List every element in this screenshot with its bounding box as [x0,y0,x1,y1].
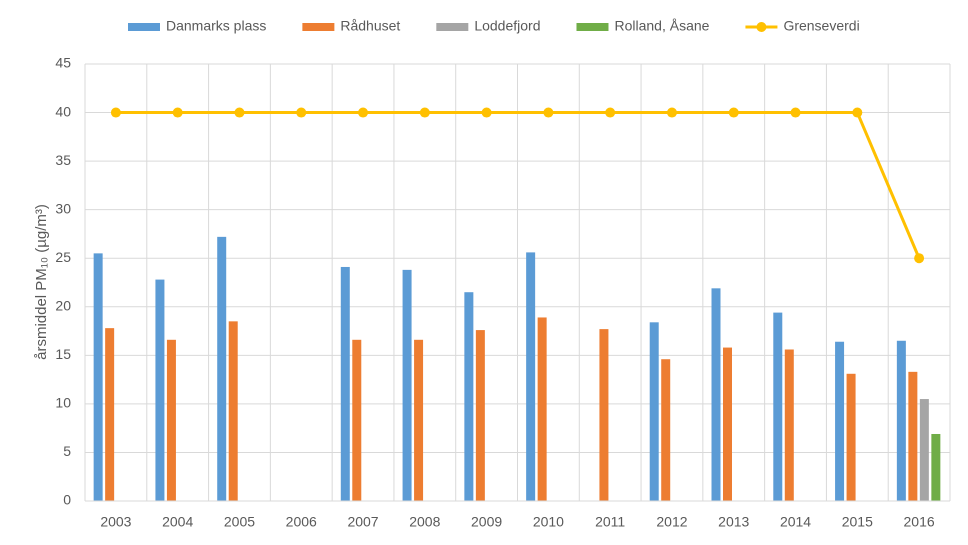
line-marker [110,107,121,118]
bar [414,339,424,501]
legend-label: Rolland, Åsane [614,18,709,34]
legend-swatch [756,22,767,32]
bar [723,347,732,501]
bar [217,236,227,501]
line-marker [234,107,245,118]
line [115,111,921,259]
bar [896,340,906,501]
bar [649,322,659,501]
y-tick-label: 10 [55,395,71,411]
bar [402,269,412,501]
bar [105,328,115,501]
bar [93,253,103,501]
line-marker [666,107,677,118]
bar [599,329,609,501]
line-marker [419,107,430,118]
x-tick-label: 2003 [100,514,131,530]
line-marker [852,107,863,118]
x-tick-label: 2010 [533,514,564,530]
line-marker [728,107,739,118]
bar [537,317,547,501]
legend-swatch [302,23,335,31]
y-tick-label: 40 [55,103,71,119]
bar [931,433,941,501]
x-tick-label: 2012 [656,514,687,530]
bar [475,330,485,501]
x-tick-label: 2007 [347,514,378,530]
x-tick-label: 2005 [224,514,255,530]
x-tick-label: 2008 [409,514,440,530]
bar [908,371,918,501]
legend-swatch [576,23,609,31]
x-tick-label: 2013 [718,514,749,530]
bar [166,339,176,501]
bar [661,359,671,501]
line-marker [481,107,492,118]
bar [464,292,474,501]
legend-label: Loddefjord [474,18,540,34]
x-tick-label: 2016 [904,514,935,530]
line-marker [172,107,183,118]
y-tick-label: 15 [55,346,71,362]
x-tick-label: 2015 [842,514,873,530]
legend-swatch [128,23,160,31]
legend-swatch [436,23,469,31]
x-tick-label: 2006 [286,514,317,530]
x-tick-label: 2009 [471,514,502,530]
legend-label: Grenseverdi [783,18,859,34]
line-marker [914,253,925,264]
legend-label: Rådhuset [340,18,400,34]
legend-label: Danmarks plass [166,18,266,34]
x-tick-label: 2004 [162,514,193,530]
y-axis-label: årsmiddel PM₁₀ (µg/m³) [33,204,50,360]
y-tick-label: 35 [55,152,71,168]
bar [835,341,845,501]
bar [155,279,165,501]
line-marker [543,107,554,118]
y-tick-label: 20 [55,297,71,313]
line-marker [296,107,307,118]
bar [919,399,929,501]
bar [228,321,238,501]
bar [352,339,362,501]
bar [340,266,350,501]
y-tick-label: 5 [63,443,71,459]
y-tick-label: 30 [55,200,71,216]
line-marker [605,107,616,118]
bar [784,349,794,501]
y-tick-label: 45 [55,55,71,71]
bar [773,312,783,501]
x-tick-label: 2014 [780,514,811,530]
line-marker [358,107,369,118]
x-tick-label: 2011 [595,514,625,530]
y-tick-label: 0 [63,492,71,508]
y-tick-label: 25 [55,249,71,265]
bar [711,288,721,501]
bar [526,252,536,501]
line-marker [790,107,801,118]
bar [846,373,856,501]
